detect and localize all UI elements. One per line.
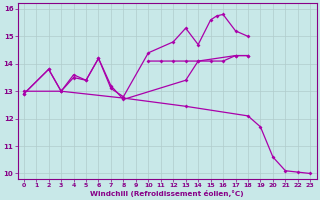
X-axis label: Windchill (Refroidissement éolien,°C): Windchill (Refroidissement éolien,°C)	[90, 190, 244, 197]
